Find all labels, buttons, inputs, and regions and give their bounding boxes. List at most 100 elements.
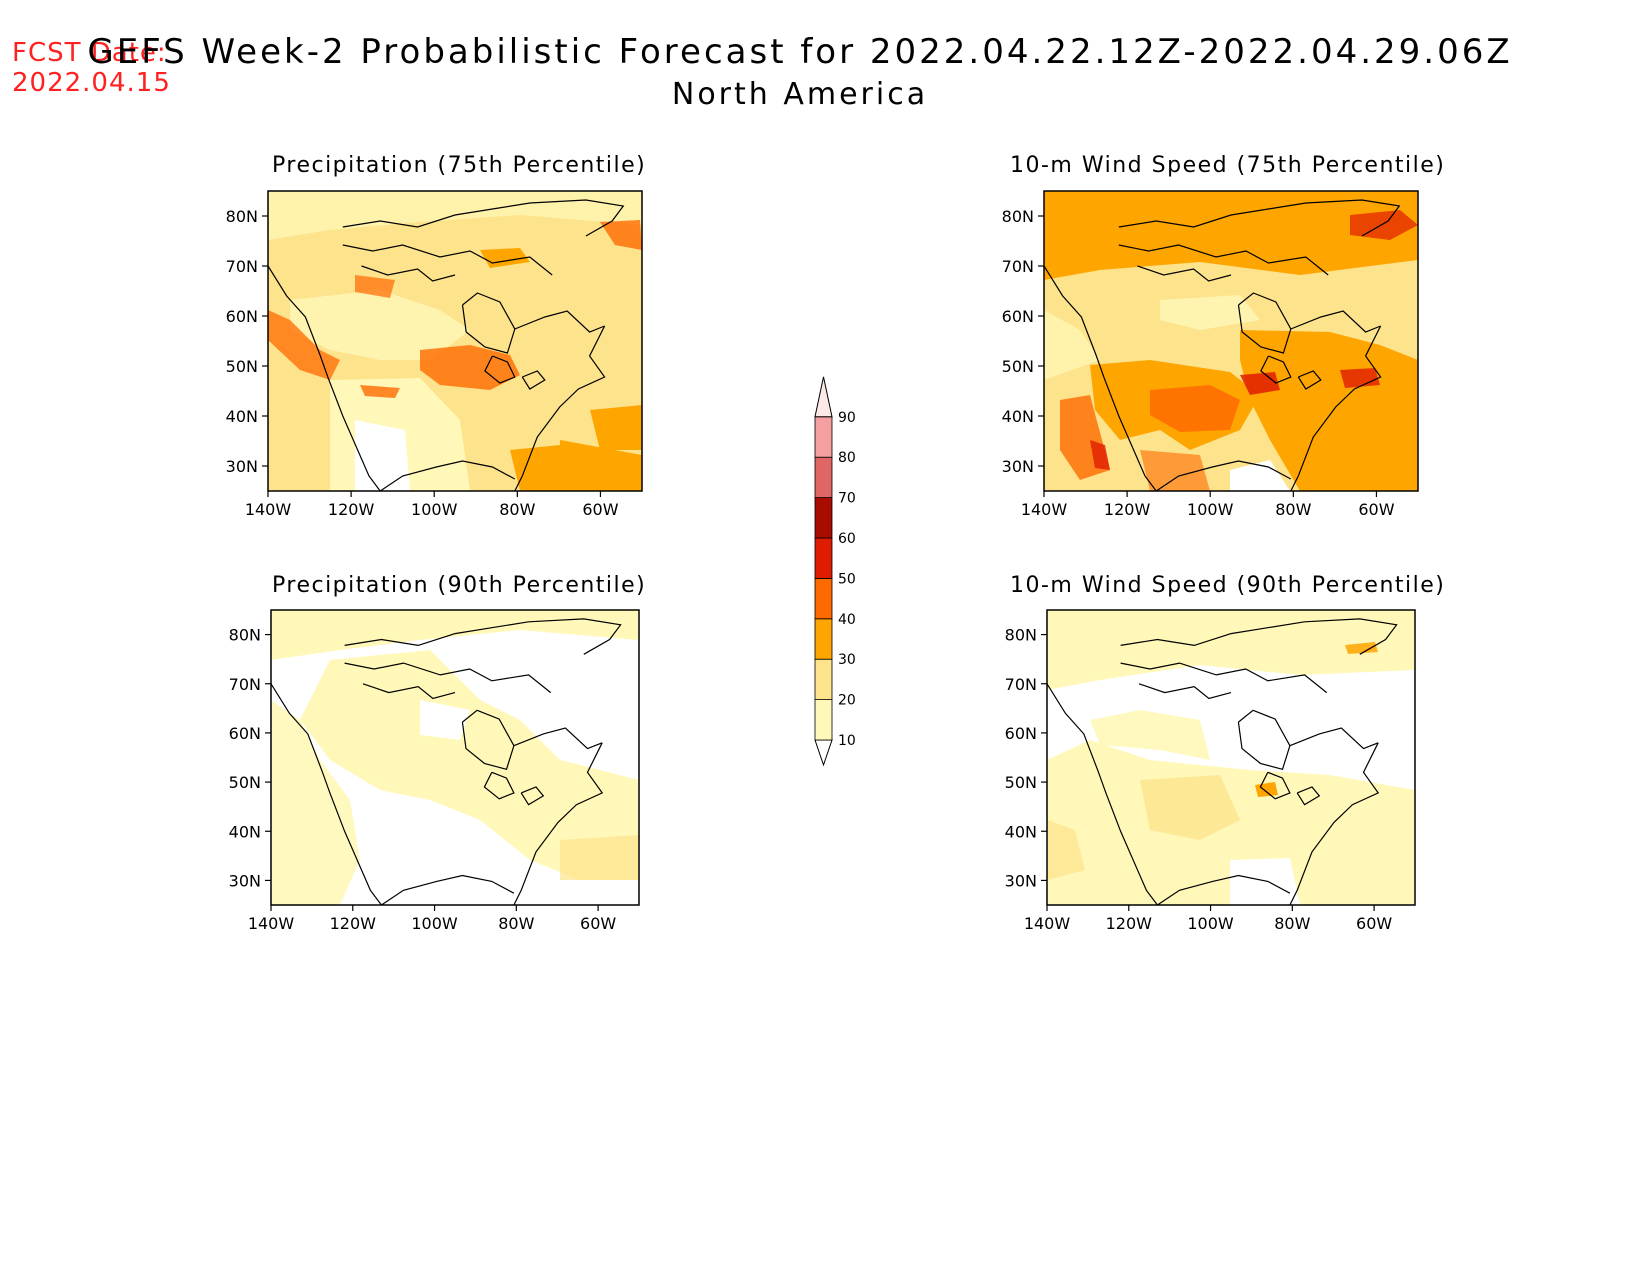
coastline (520, 786, 545, 806)
lat-tick-label: 80N (1005, 626, 1037, 645)
coastline (461, 292, 516, 354)
coastlines (268, 199, 1401, 905)
coastline (1296, 786, 1321, 806)
coastline (514, 310, 605, 333)
coastline (1118, 244, 1329, 276)
coastline (381, 874, 515, 905)
lon-tick-label: 100W (1187, 914, 1234, 933)
coastline (271, 683, 382, 905)
coastline (268, 265, 381, 491)
page-subtitle: North America (671, 77, 929, 112)
map-title-precip-75: Precipitation (75th Percentile) (272, 153, 647, 178)
coastline-group (1047, 618, 1398, 905)
lon-tick-label: 60W (580, 914, 616, 933)
lat-tick-label: 40N (229, 822, 261, 841)
lat-tick-label: 50N (1002, 357, 1034, 376)
coastline-group (1044, 199, 1401, 491)
coastline (1237, 709, 1291, 771)
lon-tick-label: 60W (582, 500, 618, 519)
coastline (344, 618, 622, 655)
colorbar-segment (814, 416, 833, 458)
coastline (513, 742, 604, 905)
lat-tick-label: 70N (226, 257, 258, 276)
lat-tick-label: 70N (1005, 675, 1037, 694)
lon-tick-label: 80W (1274, 914, 1310, 933)
lat-tick-label: 50N (226, 357, 258, 376)
coastline (379, 460, 516, 491)
coastline (1118, 199, 1401, 237)
coastline (1137, 265, 1232, 282)
coastline-group (271, 618, 622, 905)
coastline (1289, 742, 1380, 905)
map-title-wind-75: 10-m Wind Speed (75th Percentile) (1010, 153, 1446, 178)
colorbar-segment (814, 699, 833, 741)
map-title-precip-90: Precipitation (90th Percentile) (272, 573, 647, 598)
lat-tick-label: 40N (226, 407, 258, 426)
lon-tick-label: 100W (411, 500, 458, 519)
coastline (483, 771, 515, 800)
coastline (461, 709, 515, 771)
lat-tick-label: 80N (229, 626, 261, 645)
coastline (1157, 874, 1291, 905)
colorbar-segment (814, 578, 833, 620)
coastline (1044, 265, 1157, 491)
lat-tick-label: 40N (1005, 822, 1037, 841)
lon-tick-label: 120W (328, 500, 375, 519)
coastline (342, 199, 625, 237)
lat-tick-label: 30N (1005, 871, 1037, 890)
lat-tick-label: 30N (226, 457, 258, 476)
lat-tick-label: 70N (229, 675, 261, 694)
lat-tick-label: 80N (1002, 207, 1034, 226)
coastline (1289, 727, 1379, 750)
fcst-date-label: FCST Date: (12, 38, 167, 68)
map-wind-75 (1044, 191, 1418, 491)
lat-tick-label: 50N (229, 773, 261, 792)
lon-tick-label: 140W (1024, 914, 1071, 933)
colorbar-level-label: 70 (838, 491, 856, 507)
lat-tick-label: 60N (1002, 307, 1034, 326)
colorbar-segment (814, 658, 833, 701)
fcst-date-value: 2022.04.15 (12, 68, 171, 98)
coastline (1290, 325, 1382, 491)
lon-tick-label: 80W (499, 500, 535, 519)
colorbar: 10 20 30 40 50 60 70 80 90 (814, 376, 856, 767)
lon-tick-label: 140W (245, 500, 292, 519)
map-axes: 80N 70N 60N 50N 40N 30N 140W 120W 100W 80W 60W 80N 7… (226, 207, 1395, 933)
coastline (1138, 683, 1232, 700)
map-frame-precip-75 (267, 190, 643, 492)
colorbar-level-label: 50 (838, 571, 856, 587)
coastline (361, 265, 456, 282)
lat-tick-label: 30N (1002, 457, 1034, 476)
coastline (344, 662, 552, 694)
lon-tick-label: 100W (411, 914, 458, 933)
coastline (1120, 618, 1398, 655)
coastline (484, 355, 516, 384)
coastline (1237, 292, 1292, 354)
map-frame-precip-90 (270, 609, 640, 906)
lat-tick-label: 60N (229, 724, 261, 743)
lon-tick-label: 60W (1358, 500, 1394, 519)
coastline (1120, 662, 1328, 694)
page-title: GEFS Week-2 Probabilistic Forecast for 2… (87, 32, 1513, 72)
colorbar-above-cap (814, 376, 833, 418)
lat-tick-label: 50N (1005, 773, 1037, 792)
coastline (521, 370, 546, 390)
lon-tick-label: 140W (248, 914, 295, 933)
colorbar-level-label: 20 (838, 693, 856, 709)
colorbar-segment (814, 618, 833, 660)
coastline (1297, 370, 1322, 390)
map-title-wind-90: 10-m Wind Speed (90th Percentile) (1010, 573, 1446, 598)
lat-tick-label: 80N (226, 207, 258, 226)
coastline (514, 325, 606, 491)
lat-tick-label: 70N (1002, 257, 1034, 276)
colorbar-below-cap (814, 739, 833, 767)
colorbar-level-label: 40 (838, 612, 856, 628)
coastline (1290, 310, 1381, 333)
map-frame-wind-75 (1043, 190, 1419, 492)
lat-tick-label: 60N (1005, 724, 1037, 743)
colorbar-segment (814, 537, 833, 579)
coastline (1047, 683, 1158, 905)
coastline-group (268, 199, 625, 491)
coastline (362, 683, 456, 700)
